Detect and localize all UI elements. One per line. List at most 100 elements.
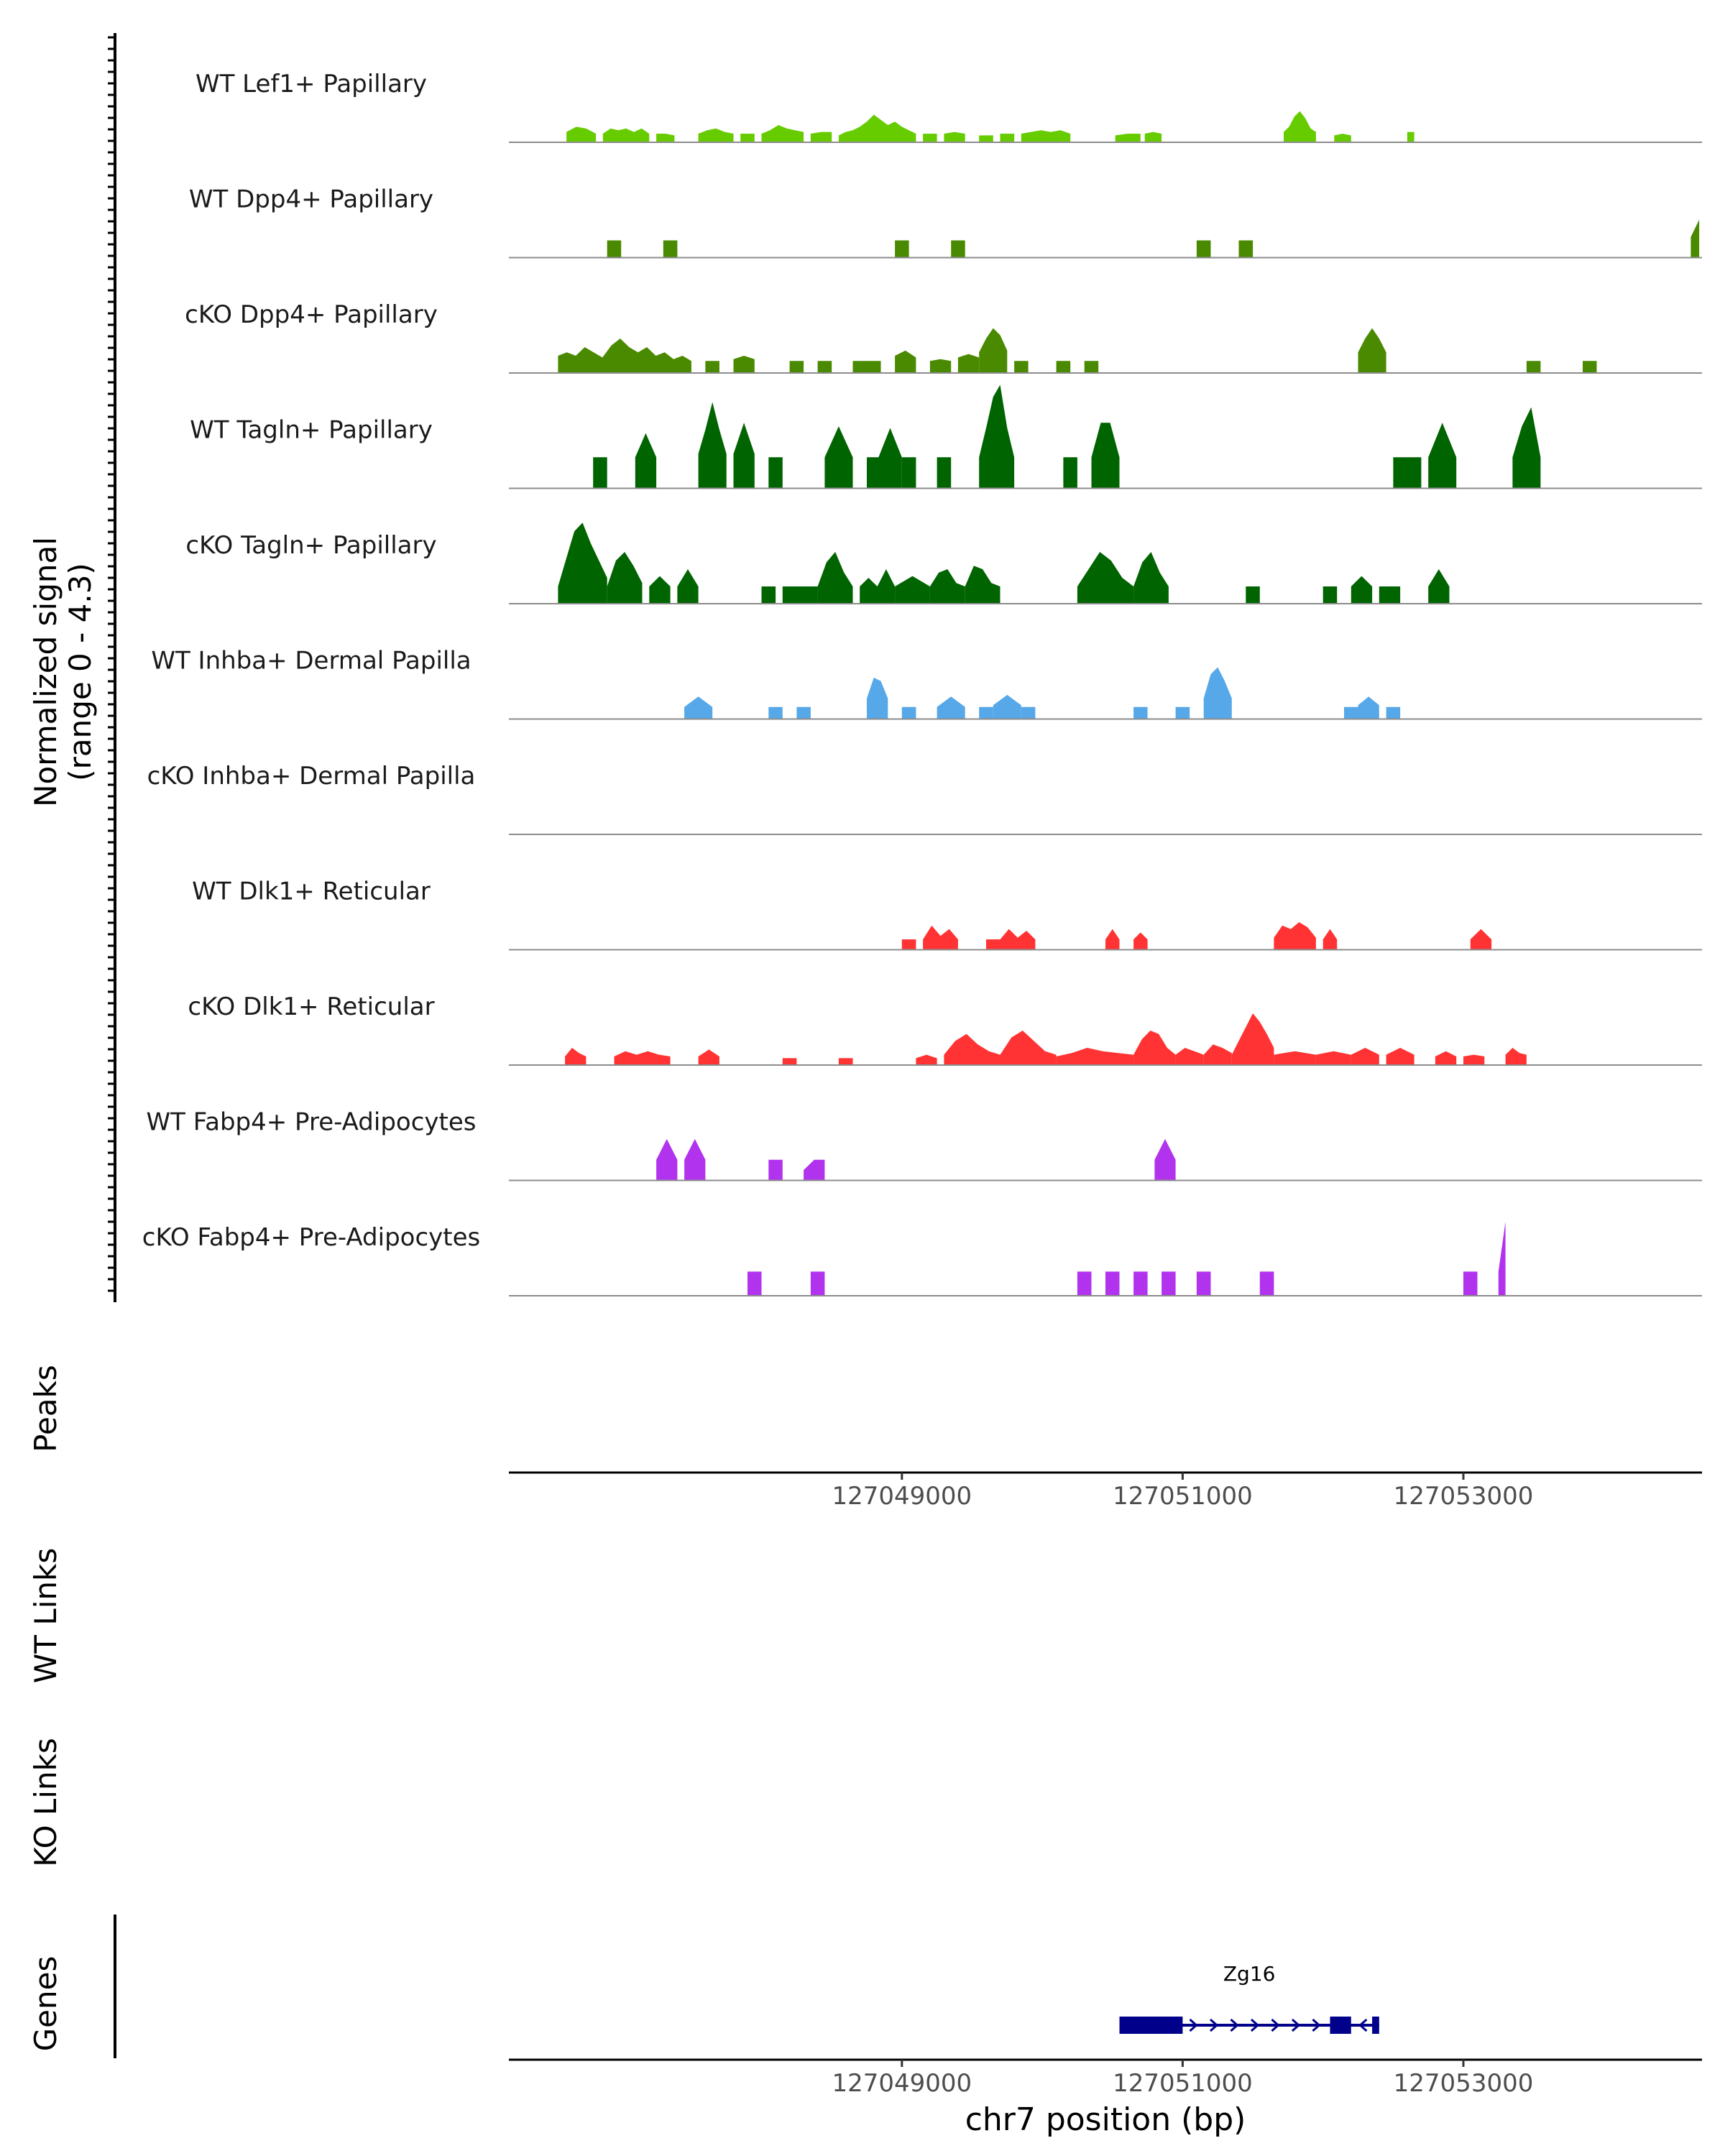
x-axis-title: chr7 position (bp)	[965, 2101, 1246, 2138]
coverage-peak	[1133, 552, 1169, 604]
coverage-peak	[838, 1058, 853, 1065]
coverage-peak	[1379, 586, 1401, 604]
coverage-peak	[860, 569, 896, 604]
coverage-peak	[979, 135, 993, 142]
coverage-peak	[923, 134, 937, 142]
coverage-peak	[558, 338, 691, 373]
coverage-peak	[979, 706, 993, 719]
track-label: cKO Tagln+ Papillary	[185, 531, 436, 560]
track-8: WT Dlk1+ Reticular	[192, 877, 1702, 951]
coverage-peak	[684, 696, 713, 719]
coverage-peak	[796, 706, 811, 719]
coverage-peak	[593, 457, 607, 489]
coverage-peak	[733, 423, 755, 489]
coverage-peak	[1144, 132, 1162, 142]
track-5: cKO Tagln+ Papillary	[185, 522, 1702, 604]
coverage-peak	[1386, 1048, 1414, 1065]
coverage-peak	[782, 586, 818, 604]
genes-panel-label: Genes	[28, 1956, 63, 2052]
coverage-peak	[635, 433, 657, 489]
coverage-peak	[817, 361, 832, 373]
coverage-peak	[895, 240, 909, 258]
coverage-peak	[804, 1159, 825, 1181]
coverage-peak	[937, 696, 965, 719]
coverage-peak	[1105, 929, 1120, 950]
coverage-tracks: WT Lef1+ Papillary WT Dpp4+ Papillary cKO …	[142, 70, 1702, 1296]
coverage-peak	[1428, 569, 1450, 604]
gene-exon	[1372, 2017, 1379, 2034]
coverage-peak	[1358, 328, 1386, 373]
coverage-peak	[944, 1033, 1000, 1065]
track-label: WT Inhba+ Dermal Papilla	[151, 647, 471, 676]
track-11: cKO Fabp4+ Pre-Adipocytes	[142, 1221, 1702, 1296]
coverage-peak	[1063, 457, 1077, 489]
coverage-peak	[1512, 407, 1541, 489]
track-label: WT Fabp4+ Pre-Adipocytes	[147, 1108, 477, 1137]
coverage-peak	[768, 457, 783, 489]
x-tick-label: 127049000	[832, 2069, 972, 2098]
coverage-peak	[1351, 1048, 1379, 1065]
coverage-peak	[852, 361, 881, 373]
coverage-peak	[1056, 1048, 1134, 1065]
coverage-peak	[1175, 706, 1190, 719]
coverage-peak	[901, 939, 916, 950]
y-axis-label-line1: Normalized signal	[28, 537, 63, 807]
coverage-peak	[1203, 1044, 1232, 1065]
strand-arrow	[1358, 2018, 1368, 2032]
coverage-peak	[901, 706, 916, 719]
strand-arrow	[1189, 2018, 1198, 2032]
track-10: WT Fabp4+ Pre-Adipocytes	[147, 1108, 1702, 1181]
coverage-peak	[705, 361, 719, 373]
x-tick-label: 127049000	[832, 1482, 972, 1511]
coverage-peak	[1274, 1051, 1316, 1065]
track-2: WT Dpp4+ Papillary	[189, 185, 1702, 259]
genes-x-axis: 127049000 127051000 127053000	[832, 2060, 1533, 2098]
coverage-peak	[1105, 1271, 1120, 1296]
coverage-peak	[929, 569, 965, 604]
coverage-peak	[944, 132, 965, 142]
coverage-peak	[1238, 240, 1254, 258]
coverage-peak	[1505, 1048, 1527, 1065]
coverage-peak	[698, 1049, 719, 1065]
strand-arrow	[1250, 2018, 1260, 2032]
coverage-peak	[1231, 1013, 1274, 1065]
peaks-panel-label: Peaks	[28, 1365, 63, 1452]
coverage-peak	[1690, 219, 1700, 258]
coverage-peak	[698, 128, 734, 142]
coverage-peak	[663, 240, 678, 258]
strand-arrow	[1271, 2018, 1280, 2032]
coverage-peak	[565, 1048, 586, 1065]
coverage-peak	[1315, 1051, 1351, 1065]
track-1: WT Lef1+ Papillary	[196, 70, 1702, 143]
coverage-peak	[838, 114, 916, 142]
coverage-peak	[733, 356, 755, 373]
y-axis-label-line2: (range 0 - 4.3)	[63, 563, 98, 781]
coverage-peak	[1077, 552, 1134, 604]
coverage-peak	[1014, 361, 1029, 373]
track-9: cKO Dlk1+ Reticular	[188, 992, 1702, 1066]
coverage-peak	[607, 552, 643, 604]
track-label: WT Lef1+ Papillary	[196, 70, 427, 98]
coverage-peak	[607, 240, 622, 258]
coverage-peak	[1322, 586, 1338, 604]
coverage-peak	[901, 457, 916, 489]
gene-label: Zg16	[1223, 1962, 1276, 1986]
gene-track: Zg16	[1119, 1962, 1379, 2034]
track-6: WT Inhba+ Dermal Papilla	[151, 647, 1702, 720]
wt-links-panel-label: WT Links	[28, 1548, 63, 1683]
coverage-peak	[867, 428, 902, 489]
coverage-peak	[1056, 361, 1071, 373]
coverage-peak	[684, 1138, 706, 1181]
coverage-peak	[937, 457, 952, 489]
coverage-peak	[1154, 1138, 1176, 1181]
strand-arrow	[1291, 2018, 1301, 2032]
coverage-peak	[782, 1058, 797, 1065]
coverage-peak	[602, 128, 650, 142]
coverage-peak	[993, 694, 1021, 719]
track-label: WT Dlk1+ Reticular	[192, 877, 431, 906]
coverage-peak	[1203, 667, 1232, 719]
coverage-peak	[1463, 1271, 1478, 1296]
coverage-peak	[986, 939, 1000, 950]
coverage-peak	[810, 132, 832, 142]
